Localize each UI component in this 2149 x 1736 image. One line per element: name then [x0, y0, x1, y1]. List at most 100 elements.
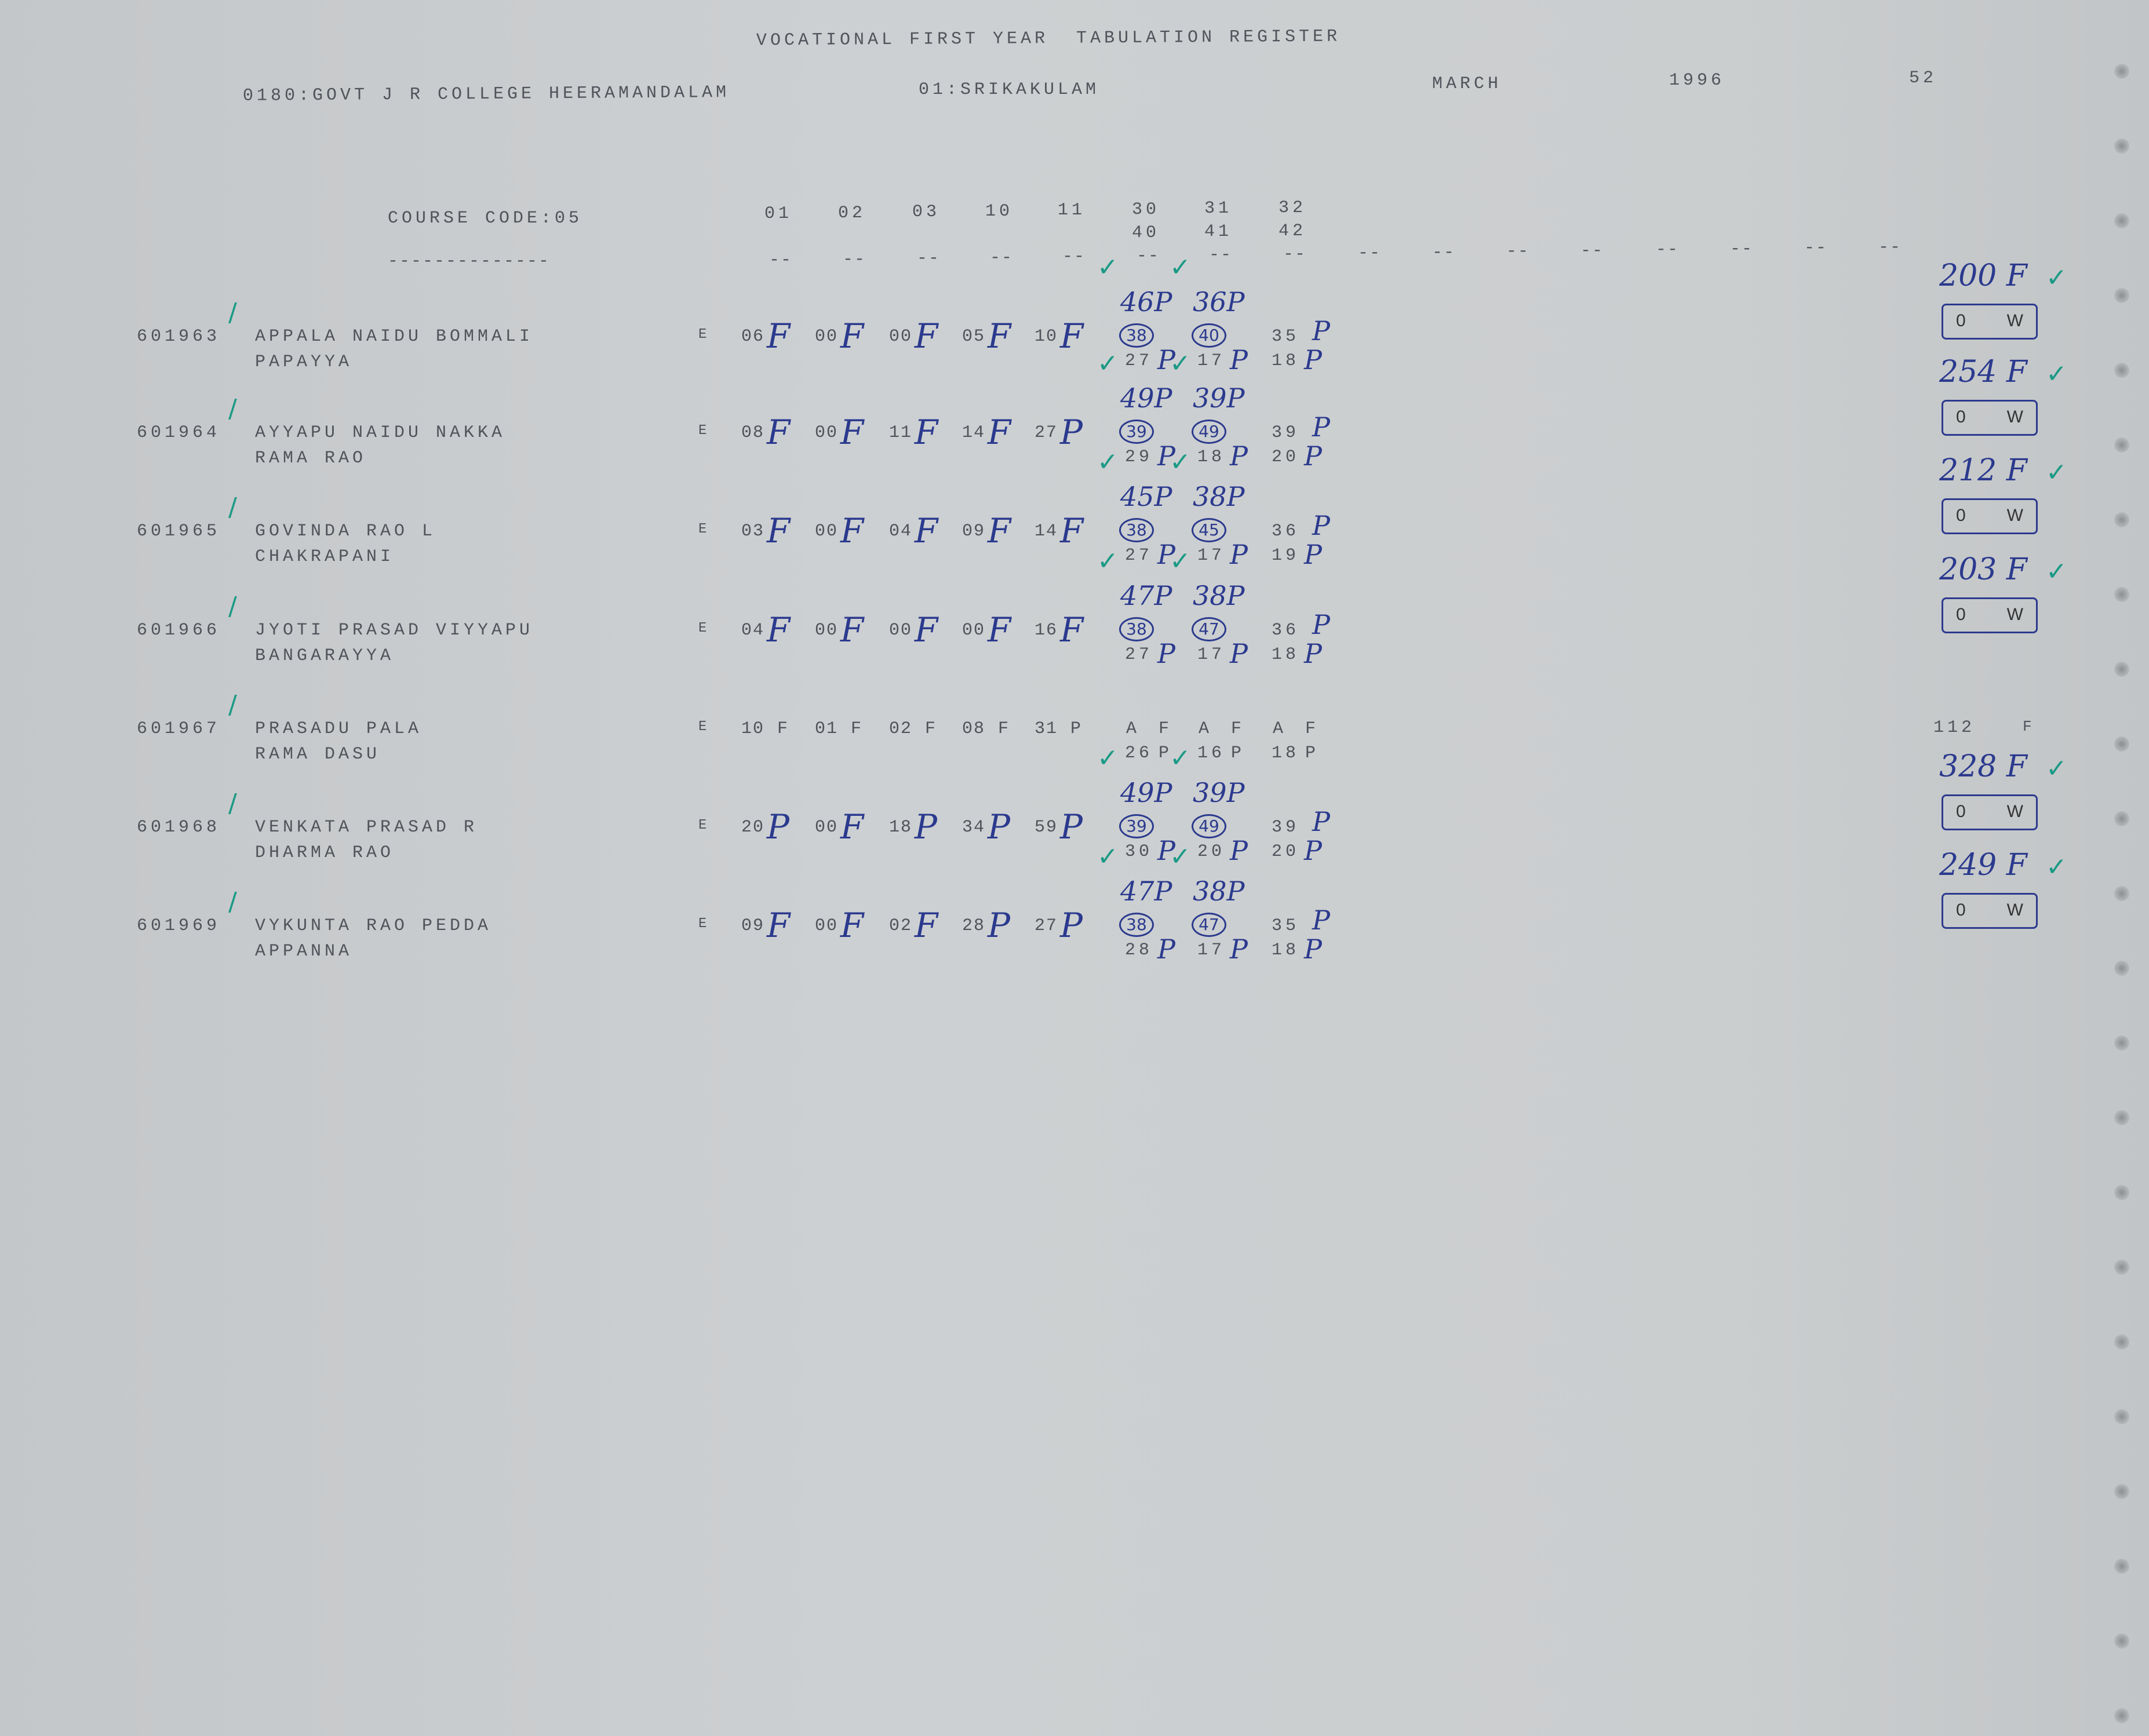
student-name-line2: RAMA DASU: [255, 745, 381, 764]
subject-result: P: [1060, 413, 1083, 452]
lower-result: P: [1230, 638, 1248, 669]
subject-mark: 34: [962, 818, 986, 837]
subject-mark: 14: [962, 423, 986, 443]
student-name: PRASADU PALA: [255, 719, 422, 739]
circled-mark: 38: [1119, 518, 1154, 542]
verified-tick-icon: /: [228, 394, 237, 424]
subject-mark: 08: [962, 719, 986, 739]
lower-result: P: [1230, 835, 1248, 866]
binding-hole: [2114, 811, 2129, 826]
lower-mark: 18: [1272, 351, 1300, 371]
course-code: COURSE CODE:05: [388, 209, 583, 228]
student-name-line2: BANGARAYYA: [255, 646, 395, 666]
binding-hole: [2114, 512, 2129, 527]
upper-mark: 39: [1272, 818, 1300, 837]
lower-mark: 16: [1197, 743, 1226, 763]
total-verified-icon: ✓: [2046, 458, 2067, 487]
subject-mark: 05: [962, 327, 986, 347]
subject-result: P: [915, 807, 938, 847]
subject-mark: 16: [1035, 621, 1058, 640]
subject-result: F: [988, 610, 1011, 650]
subject-result: F: [767, 511, 791, 550]
subject-mark: 27: [1035, 916, 1058, 936]
subject-result: F: [840, 511, 864, 550]
student-name-line2: CHAKRAPANI: [255, 547, 395, 567]
subject-result: P: [1060, 807, 1083, 847]
lower-result: P: [1231, 743, 1245, 763]
subject-mark: 09: [962, 521, 986, 541]
box-code: W: [2006, 802, 2023, 821]
binding-hole: [2114, 288, 2129, 303]
approved-tick-icon: ✓: [1097, 842, 1119, 871]
subject-result: F: [998, 719, 1012, 739]
upper-result: P: [1312, 411, 1330, 443]
subject-result: P: [988, 906, 1011, 945]
lower-result: P: [1157, 440, 1175, 472]
lower-mark: 26: [1125, 743, 1153, 763]
verified-tick-icon: /: [228, 592, 237, 621]
lower-mark: 18: [1272, 743, 1300, 763]
lower-result: P: [1157, 835, 1175, 866]
subject-result: F: [840, 906, 864, 945]
roll-number: 601968: [137, 818, 221, 837]
course-dashes: --------------: [388, 251, 551, 271]
subject-result: F: [988, 413, 1011, 452]
column-dash: --: [990, 247, 1014, 268]
circled-mark: 40: [1192, 323, 1226, 348]
approved-tick-icon: ✓: [1170, 743, 1191, 773]
binding-hole: [2114, 1035, 2129, 1051]
column-dash: --: [1062, 247, 1086, 267]
revised-mark: 36P: [1193, 286, 1245, 318]
verified-tick-icon: /: [228, 298, 237, 327]
binding-hole: [2114, 1559, 2129, 1574]
exam-month: MARCH: [1432, 74, 1502, 94]
total-marks: 112: [1933, 718, 1976, 738]
revised-mark: 47P: [1120, 876, 1172, 907]
column-dash: --: [1656, 240, 1680, 260]
total-verified-icon: ✓: [2046, 557, 2067, 586]
binding-hole: [2114, 886, 2129, 901]
lower-result: P: [1157, 344, 1175, 375]
column-dash: --: [1804, 238, 1828, 258]
subject-result: F: [915, 610, 938, 650]
circled-mark: 49: [1192, 420, 1226, 444]
binding-hole: [2114, 1633, 2129, 1649]
roll-number: 601967: [137, 719, 221, 739]
student-name: VENKATA PRASAD R: [255, 818, 478, 837]
subject-result: P: [1060, 906, 1083, 945]
box-code: W: [2006, 407, 2023, 426]
column-code: 03: [912, 202, 941, 222]
lower-mark: 17: [1197, 351, 1226, 371]
subject-result: P: [988, 807, 1011, 847]
upper-result: P: [1312, 806, 1330, 837]
upper-mark: 35: [1272, 327, 1300, 347]
subject-result: F: [851, 719, 865, 739]
approved-tick-icon: ✓: [1097, 743, 1119, 773]
total-result: F: [2023, 718, 2035, 735]
roll-number: 601969: [137, 916, 221, 936]
subject-result: F: [767, 413, 791, 452]
medium-code: E: [698, 719, 711, 735]
student-name-line2: PAPAYYA: [255, 352, 353, 372]
binding-hole: [2114, 1260, 2129, 1275]
upper-result: F: [1305, 719, 1320, 739]
verified-tick-icon: /: [228, 493, 237, 522]
roll-number: 601966: [137, 621, 221, 640]
column-dash: --: [1506, 242, 1530, 261]
lower-result: P: [1304, 539, 1322, 570]
binding-hole: [2114, 1334, 2129, 1350]
student-name: JYOTI PRASAD VIYYAPU: [255, 621, 534, 640]
medium-code: E: [698, 818, 711, 833]
subject-mark: 02: [889, 719, 913, 739]
lower-mark: 29: [1125, 447, 1153, 467]
circled-mark: 39: [1119, 420, 1154, 444]
lower-mark: 19: [1272, 546, 1300, 566]
district-name: 01:SRIKAKULAM: [919, 80, 1100, 100]
circled-mark: 38: [1119, 617, 1154, 641]
approved-tick-icon: ✓: [1097, 253, 1119, 282]
total-verified-icon: ✓: [2046, 754, 2067, 783]
upper-mark: 36: [1272, 621, 1300, 640]
circled-mark: 38: [1119, 323, 1154, 348]
upper-mark: A: [1273, 719, 1287, 739]
